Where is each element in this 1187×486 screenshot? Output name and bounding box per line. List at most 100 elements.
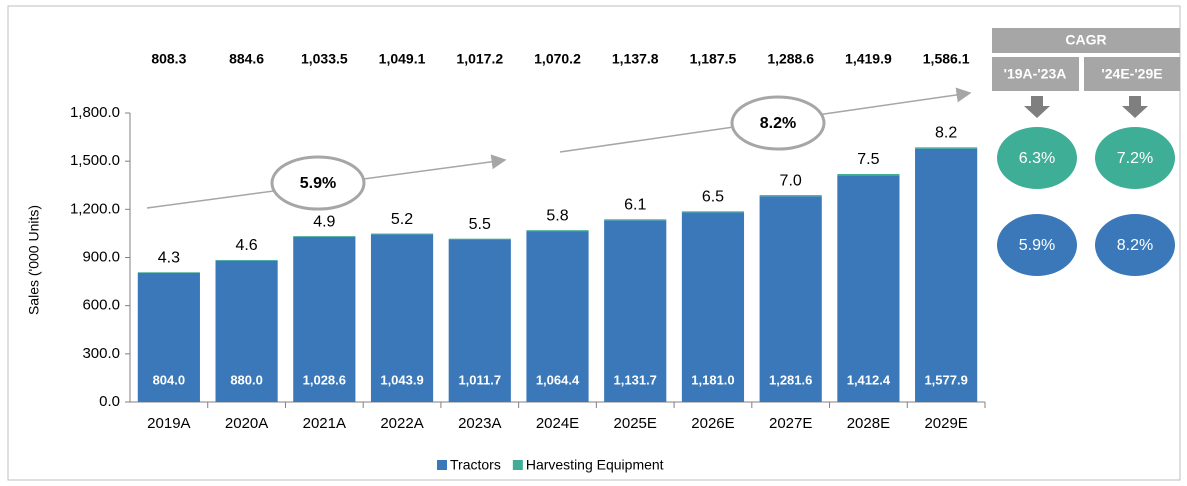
cagr-bubble <box>997 127 1077 189</box>
bar-segment <box>293 236 356 402</box>
bar-label: 1,181.0 <box>691 372 734 387</box>
bar-label: 1,131.7 <box>614 372 657 387</box>
bar-label: 4.6 <box>235 237 257 254</box>
cagr-value: 6.3% <box>1019 150 1055 167</box>
bar-label: 1,011.7 <box>458 372 501 387</box>
bar-segment <box>370 234 434 402</box>
bar-label: 7.5 <box>857 151 879 168</box>
bar-label: 1,412.4 <box>847 372 891 387</box>
bar-segment <box>448 238 511 240</box>
down-arrow <box>1024 96 1050 118</box>
total-label: 1,137.8 <box>612 51 659 67</box>
bar-label: 4.3 <box>158 249 180 266</box>
x-tick-label: 2025E <box>614 415 657 432</box>
annotation-ellipse <box>270 155 366 211</box>
annotation: 5.9% <box>300 175 336 192</box>
x-tick-label: 2022A <box>380 415 423 432</box>
y-tick-label: 1,500.0 <box>70 152 120 169</box>
down-arrow <box>1122 96 1148 118</box>
bar-segment <box>915 147 978 149</box>
total-label: 1,049.1 <box>379 51 426 67</box>
bar-segment <box>604 220 667 402</box>
total-label: 1,187.5 <box>690 51 737 67</box>
legend-swatch <box>512 460 523 470</box>
bar-label: 8.2 <box>935 125 957 142</box>
x-tick-label: 2027E <box>769 415 812 432</box>
bar-label: 4.9 <box>313 213 335 230</box>
bar-segment <box>759 195 822 197</box>
y-tick-label: 1,200.0 <box>70 200 120 217</box>
bar-label: 7.0 <box>780 172 802 189</box>
y-tick-label: 0.0 <box>99 393 120 410</box>
cagr-bubble <box>1095 127 1175 189</box>
total-label: 1,070.2 <box>534 51 581 67</box>
total-label: 1,033.5 <box>301 51 348 67</box>
x-tick-label: 2019A <box>147 415 190 432</box>
bar-segment <box>370 233 434 235</box>
cagr-period: '24E-'29E <box>1101 66 1162 82</box>
cagr-title: CAGR <box>1065 32 1106 48</box>
bar-segment <box>526 231 589 402</box>
bar-segment <box>837 174 900 176</box>
x-tick-label: 2023A <box>458 415 501 432</box>
x-tick-label: 2029E <box>924 415 967 432</box>
legend-label: Tractors <box>450 457 501 473</box>
legend-label: Harvesting Equipment <box>526 457 664 473</box>
frame <box>7 5 1181 481</box>
bar-segment <box>526 230 589 232</box>
total-label: 1,419.9 <box>845 51 892 67</box>
total-label: 1,017.2 <box>456 51 503 67</box>
bar-label: 1,064.4 <box>536 372 580 387</box>
bar-label: 1,043.9 <box>380 372 423 387</box>
y-tick-label: 600.0 <box>82 297 120 314</box>
annotation: 8.2% <box>760 115 796 132</box>
bar-segment <box>681 212 745 402</box>
bar-label: 5.8 <box>546 207 568 224</box>
y-tick-label: 900.0 <box>82 248 120 265</box>
cagr-bubble <box>1095 214 1175 276</box>
bar-label: 6.5 <box>702 189 724 206</box>
bar-label: 6.1 <box>624 197 646 214</box>
bar-label: 804.0 <box>153 372 186 387</box>
bar-segment <box>915 148 978 402</box>
bar-segment <box>293 236 356 237</box>
bar-segment <box>759 196 822 402</box>
bar-segment <box>604 219 667 221</box>
cagr-bubble <box>997 214 1077 276</box>
total-label: 884.6 <box>229 51 264 67</box>
cagr-value: 7.2% <box>1117 150 1153 167</box>
y-tick-label: 1,800.0 <box>70 104 120 121</box>
cagr-period-box <box>1084 57 1180 91</box>
x-tick-label: 2021A <box>303 415 346 432</box>
total-label: 1,586.1 <box>923 51 970 67</box>
y-axis-label: Sales ('000 Units) <box>26 205 42 315</box>
bar-label: 5.5 <box>469 216 491 233</box>
bar-label: 1,281.6 <box>769 372 812 387</box>
bar-segment <box>681 211 745 213</box>
x-tick-label: 2028E <box>847 415 890 432</box>
bar-label: 5.2 <box>391 211 413 228</box>
x-tick-label: 2026E <box>691 415 734 432</box>
cagr-period: '19A-'23A <box>1004 66 1067 82</box>
total-label: 1,288.6 <box>767 51 814 67</box>
bar-segment <box>837 175 900 402</box>
x-tick-label: 2020A <box>225 415 268 432</box>
bar-segment <box>448 239 511 402</box>
bar-label: 1,028.6 <box>303 372 346 387</box>
annotation-ellipse <box>730 95 826 151</box>
bar-label: 880.0 <box>230 372 263 387</box>
bar-segment <box>137 272 200 273</box>
bar-segment <box>215 259 278 261</box>
y-tick-label: 300.0 <box>82 345 120 362</box>
bar-segment <box>137 272 200 402</box>
total-label: 808.3 <box>151 51 186 67</box>
cagr-header <box>992 28 1180 53</box>
bar-segment <box>215 260 278 402</box>
cagr-value: 5.9% <box>1019 237 1055 254</box>
bar-label: 1,577.9 <box>924 372 967 387</box>
x-tick-label: 2024E <box>536 415 579 432</box>
cagr-value: 8.2% <box>1117 237 1153 254</box>
legend-swatch <box>437 460 447 470</box>
cagr-period-box <box>992 57 1079 91</box>
